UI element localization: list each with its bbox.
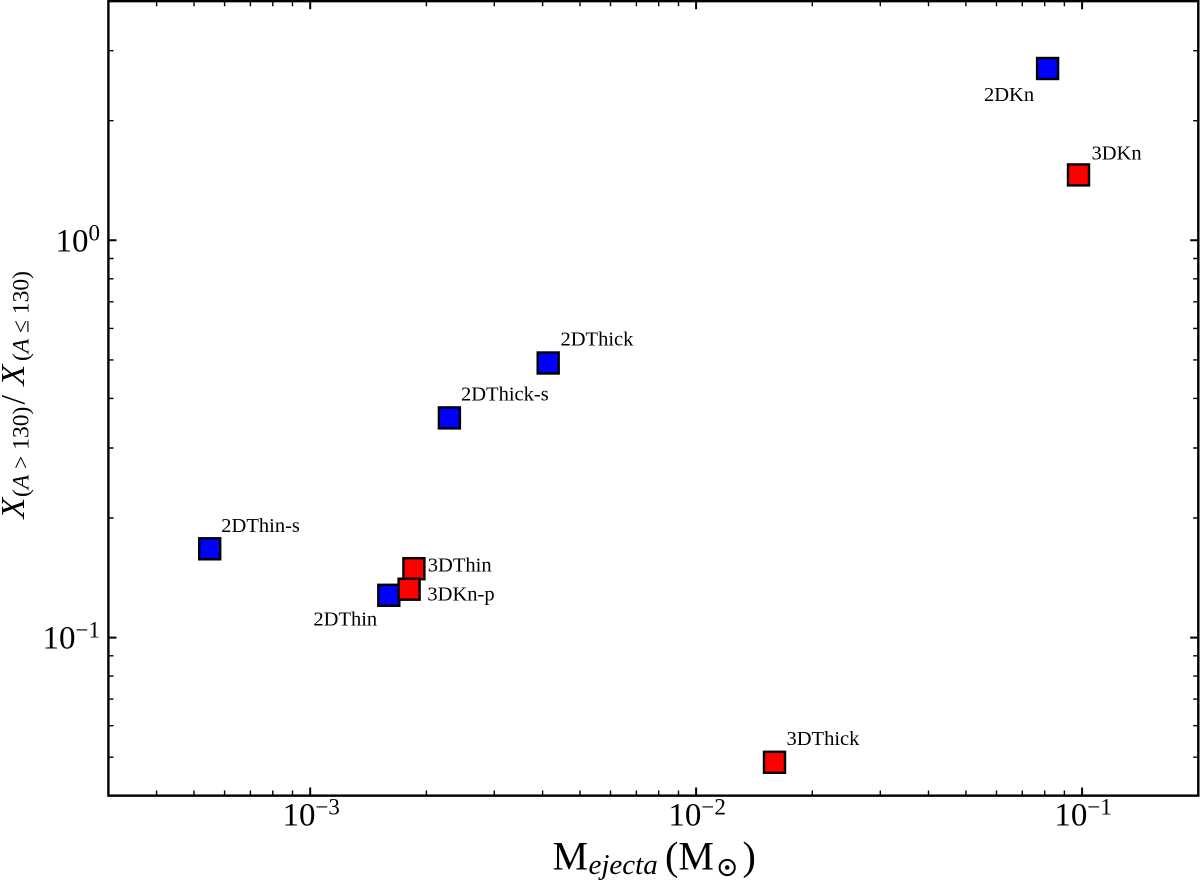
svg-text:(M: (M — [665, 834, 714, 879]
svg-text:ejecta: ejecta — [589, 849, 658, 880]
svg-text:3DThick: 3DThick — [787, 728, 861, 750]
svg-text:X: X — [0, 364, 32, 388]
svg-text:2DThick: 2DThick — [561, 329, 635, 351]
svg-text:): ) — [743, 834, 756, 879]
svg-text:2DThick-s: 2DThick-s — [461, 384, 549, 406]
svg-text:X: X — [0, 497, 32, 521]
svg-text:(A ≤ 130): (A ≤ 130) — [9, 271, 35, 361]
svg-text:M: M — [553, 834, 589, 879]
svg-text:(A > 130): (A > 130) — [9, 407, 35, 497]
svg-text:2DKn: 2DKn — [984, 84, 1034, 106]
svg-text:2DThin-s: 2DThin-s — [221, 515, 300, 537]
svg-text:/: / — [0, 395, 32, 405]
svg-text:3DKn-p: 3DKn-p — [427, 584, 494, 606]
svg-text:3DThin: 3DThin — [428, 554, 492, 576]
svg-text:100: 100 — [56, 220, 101, 259]
svg-text:2DThin: 2DThin — [313, 608, 377, 630]
svg-text:3DKn: 3DKn — [1092, 143, 1142, 165]
